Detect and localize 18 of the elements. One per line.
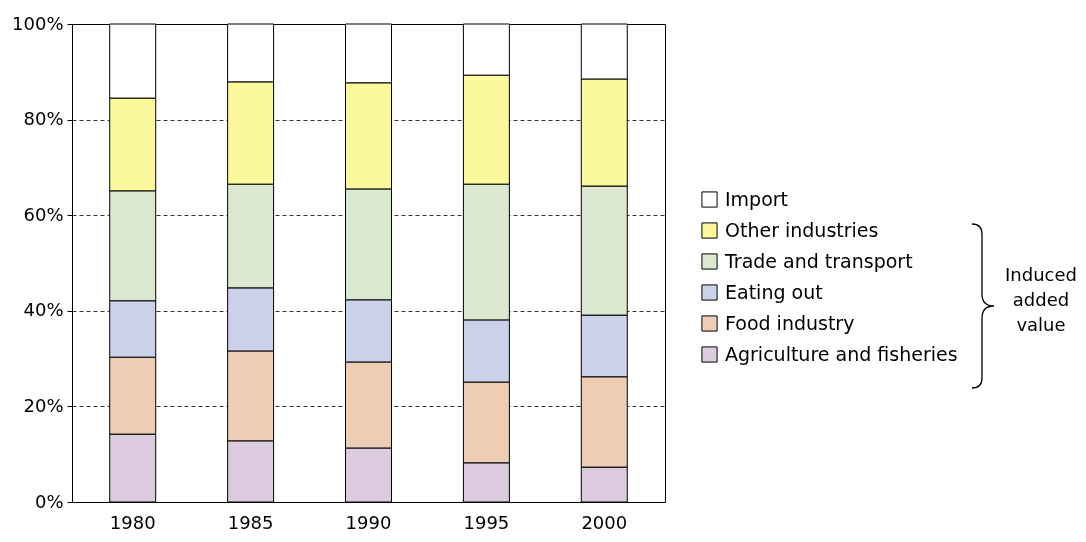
x-tick-label: 1995 xyxy=(463,511,510,533)
legend-label: Other industries xyxy=(725,218,879,241)
text: Induced added value xyxy=(1004,263,1078,337)
x-tick-label: 2000 xyxy=(581,511,628,533)
legend-label: Food industry xyxy=(725,311,855,334)
x-tick-label: 1985 xyxy=(227,511,274,533)
y-tick-label: 100% xyxy=(12,12,64,34)
y-tick-label: 20% xyxy=(23,394,64,416)
legend-label: Eating out xyxy=(725,280,823,303)
x-tick-label: 1990 xyxy=(345,511,392,533)
y-tick-label: 40% xyxy=(23,299,64,321)
legend-label: Agriculture and fisheries xyxy=(725,342,958,365)
y-tick-label: 0% xyxy=(34,490,64,512)
legend-label: Import xyxy=(725,187,789,210)
y-tick-label: 80% xyxy=(23,108,64,130)
y-tick-label: 60% xyxy=(23,203,64,225)
x-tick-label: 1980 xyxy=(109,511,156,533)
legend-label: Trade and transport xyxy=(724,249,913,272)
